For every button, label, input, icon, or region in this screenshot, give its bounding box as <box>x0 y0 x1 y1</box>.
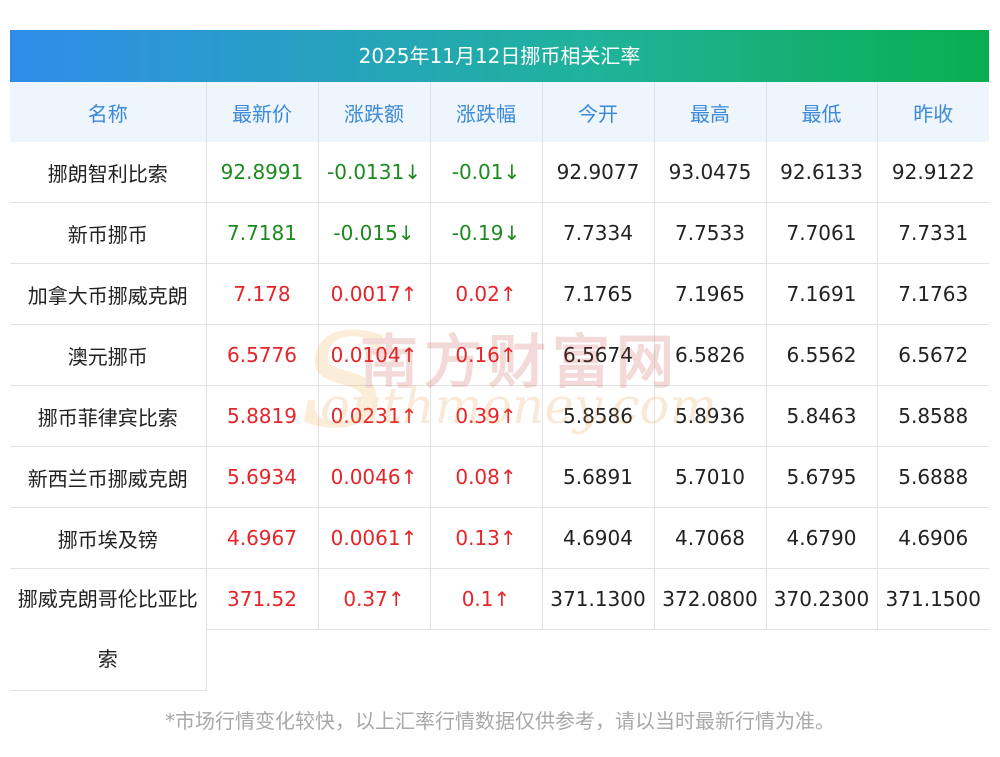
currency-pair-name: 新西兰币挪威克朗 <box>10 446 207 508</box>
low-cell: 370.2300 <box>766 568 878 630</box>
high-cell: 372.0800 <box>654 568 767 630</box>
header-row: 名称 最新价 涨跌额 涨跌幅 今开 最高 最低 昨收 <box>10 82 989 142</box>
change-cell: 0.0061↑ <box>318 507 431 569</box>
latest-cell: 5.8819 <box>206 385 319 447</box>
prev-cell: 5.6888 <box>877 446 989 508</box>
pct-cell: 0.16↑ <box>430 324 543 386</box>
pct-cell: 0.1↑ <box>430 568 543 630</box>
col-header-high: 最高 <box>654 82 767 142</box>
prev-cell: 5.8588 <box>877 385 989 447</box>
change-cell: -0.0131↓ <box>318 142 431 203</box>
open-cell: 7.1765 <box>542 263 655 325</box>
latest-cell: 92.8991 <box>206 142 319 203</box>
prev-cell: 92.9122 <box>877 142 989 203</box>
latest-cell: 7.178 <box>206 263 319 325</box>
footnote: *市场行情变化较快，以上汇率行情数据仅供参考，请以当时最新行情为准。 <box>165 709 835 733</box>
change-cell: 0.0046↑ <box>318 446 431 508</box>
currency-pair-name: 加拿大币挪威克朗 <box>10 263 207 325</box>
low-cell: 7.1691 <box>766 263 878 325</box>
rate-table-container: 2025年11月12日挪币相关汇率 名称 最新价 涨跌额 涨跌幅 今开 最高 最… <box>10 30 989 691</box>
currency-pair-name: 挪币埃及镑 <box>10 507 207 569</box>
col-header-latest: 最新价 <box>206 82 319 142</box>
latest-cell: 7.7181 <box>206 202 319 264</box>
table-title: 2025年11月12日挪币相关汇率 <box>10 30 989 82</box>
table-row: 加拿大币挪威克朗 7.178 0.0017↑ 0.02↑ 7.1765 7.1965 7.1… <box>10 263 989 325</box>
col-header-prev: 昨收 <box>877 82 989 142</box>
latest-cell: 5.6934 <box>206 446 319 508</box>
table-row: 澳元挪币 6.5776 0.0104↑ 0.16↑ 6.5674 6.5826 6.5562… <box>10 324 989 386</box>
low-cell: 92.6133 <box>766 142 878 203</box>
low-cell: 4.6790 <box>766 507 878 569</box>
table-row: 新币挪币 7.7181 -0.015↓ -0.19↓ 7.7334 7.7533 7.706… <box>10 202 989 264</box>
low-cell: 5.6795 <box>766 446 878 508</box>
empty-cell <box>206 630 989 691</box>
high-cell: 7.1965 <box>654 263 767 325</box>
col-header-pct: 涨跌幅 <box>430 82 543 142</box>
prev-cell: 371.1500 <box>877 568 989 630</box>
currency-pair-name: 新币挪币 <box>10 202 207 264</box>
latest-cell: 6.5776 <box>206 324 319 386</box>
table-row: 挪币埃及镑 4.6967 0.0061↑ 0.13↑ 4.6904 4.7068 4.679… <box>10 507 989 569</box>
high-cell: 93.0475 <box>654 142 767 203</box>
pct-cell: -0.01↓ <box>430 142 543 203</box>
high-cell: 5.7010 <box>654 446 767 508</box>
currency-pair-name: 挪朗智利比索 <box>10 142 207 203</box>
change-cell: -0.015↓ <box>318 202 431 264</box>
high-cell: 6.5826 <box>654 324 767 386</box>
pct-cell: 0.08↑ <box>430 446 543 508</box>
pct-cell: 0.02↑ <box>430 263 543 325</box>
prev-cell: 7.1763 <box>877 263 989 325</box>
change-cell: 0.0231↑ <box>318 385 431 447</box>
col-header-low: 最低 <box>766 82 878 142</box>
col-header-name: 名称 <box>10 82 207 142</box>
open-cell: 4.6904 <box>542 507 655 569</box>
change-cell: 0.0104↑ <box>318 324 431 386</box>
open-cell: 92.9077 <box>542 142 655 203</box>
currency-pair-name: 澳元挪币 <box>10 324 207 386</box>
high-cell: 4.7068 <box>654 507 767 569</box>
change-cell: 0.37↑ <box>318 568 431 630</box>
table-row: 挪威克朗哥伦比亚比索 371.52 0.37↑ 0.1↑ 371.1300 372.080… <box>10 568 989 691</box>
open-cell: 5.8586 <box>542 385 655 447</box>
open-cell: 371.1300 <box>542 568 655 630</box>
currency-pair-name: 挪威克朗哥伦比亚比索 <box>10 568 207 691</box>
pct-cell: 0.39↑ <box>430 385 543 447</box>
low-cell: 6.5562 <box>766 324 878 386</box>
open-cell: 5.6891 <box>542 446 655 508</box>
high-cell: 5.8936 <box>654 385 767 447</box>
latest-cell: 4.6967 <box>206 507 319 569</box>
prev-cell: 6.5672 <box>877 324 989 386</box>
low-cell: 5.8463 <box>766 385 878 447</box>
low-cell: 7.7061 <box>766 202 878 264</box>
currency-pair-name: 挪币菲律宾比索 <box>10 385 207 447</box>
prev-cell: 4.6906 <box>877 507 989 569</box>
open-cell: 6.5674 <box>542 324 655 386</box>
table-row: 新西兰币挪威克朗 5.6934 0.0046↑ 0.08↑ 5.6891 5.7010 5.… <box>10 446 989 508</box>
table-row: 挪朗智利比索 92.8991 -0.0131↓ -0.01↓ 92.9077 93.047… <box>10 142 989 203</box>
prev-cell: 7.7331 <box>877 202 989 264</box>
col-header-change: 涨跌额 <box>318 82 431 142</box>
pct-cell: -0.19↓ <box>430 202 543 264</box>
table-row: 挪币菲律宾比索 5.8819 0.0231↑ 0.39↑ 5.8586 5.8936 5.8… <box>10 385 989 447</box>
rate-table: 名称 最新价 涨跌额 涨跌幅 今开 最高 最低 昨收 挪朗智利比索 92.8991… <box>10 82 989 691</box>
change-cell: 0.0017↑ <box>318 263 431 325</box>
open-cell: 7.7334 <box>542 202 655 264</box>
high-cell: 7.7533 <box>654 202 767 264</box>
pct-cell: 0.13↑ <box>430 507 543 569</box>
col-header-open: 今开 <box>542 82 655 142</box>
latest-cell: 371.52 <box>206 568 319 630</box>
